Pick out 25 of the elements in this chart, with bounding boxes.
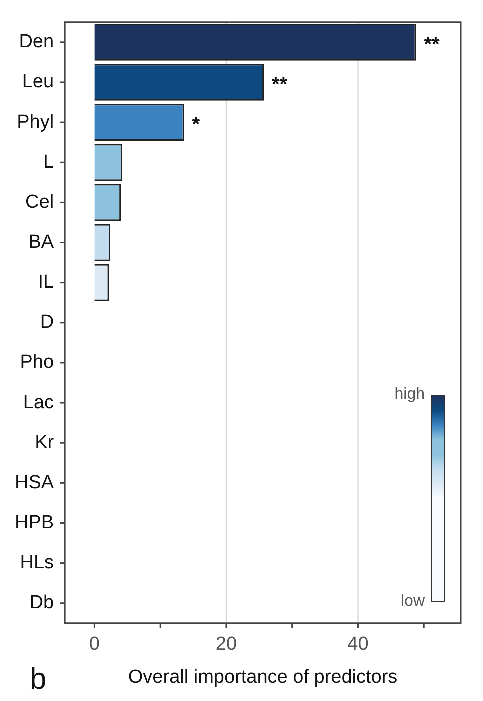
x-axis-title: Overall importance of predictors	[128, 666, 398, 688]
y-tick-label: Kr	[35, 432, 55, 454]
y-tick-label: IL	[38, 272, 54, 294]
y-tick-label: HPB	[14, 512, 54, 534]
y-tick-label: Den	[19, 32, 54, 53]
y-tick-label: Pho	[20, 352, 54, 374]
x-tick-label: 20	[216, 634, 238, 656]
y-tick-label: Db	[30, 592, 54, 614]
y-tick-label: HSA	[14, 472, 54, 494]
y-tick-label: HLs	[20, 552, 54, 574]
annotation: high	[394, 385, 425, 406]
annotation: low	[400, 592, 425, 612]
annotation: *	[192, 114, 200, 136]
y-tick-label: Phyl	[17, 112, 54, 133]
text: b	[30, 663, 47, 696]
y-tick-label: Leu	[22, 72, 54, 93]
x-tick-label: 40	[348, 634, 369, 656]
y-tick-label: D	[40, 312, 54, 334]
y-tick-label: BA	[28, 232, 54, 253]
y-tick-label: Cel	[26, 192, 54, 213]
y-tick-label: L	[43, 152, 54, 173]
annotation: **	[424, 34, 440, 56]
annotation: **	[272, 74, 288, 96]
x-tick-label: 0	[89, 634, 100, 656]
y-tick-label: Lac	[23, 392, 54, 414]
